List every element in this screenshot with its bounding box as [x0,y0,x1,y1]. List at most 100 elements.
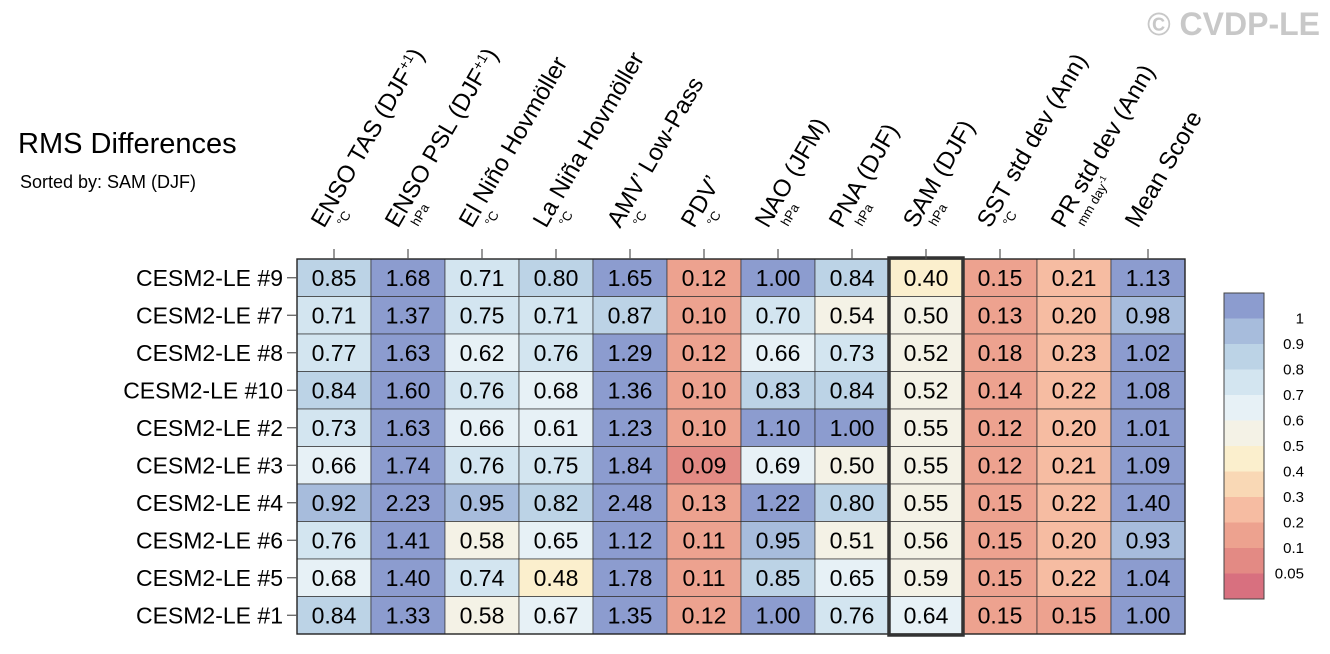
cell-value-label: 0.13 [682,490,727,516]
cell-value-label: 1.00 [756,265,801,291]
column-unit-label: °C [630,208,650,228]
cell-value-label: 0.80 [830,490,875,516]
colorbar-swatch [1224,471,1264,497]
heatmap-cell [814,521,890,560]
cell-value-label: 0.20 [1052,527,1097,553]
colorbar-tick-label: 0.9 [1283,336,1304,353]
heatmap-cell [1110,521,1186,560]
heatmap-cell [592,408,668,447]
cell-value-label: 0.83 [756,377,801,403]
cell-value-label: 0.84 [312,602,357,628]
row-label: CESM2-LE #6 [136,527,283,553]
heatmap-cell [296,558,372,597]
heatmap-cell [1036,408,1112,447]
cell-value-label: 0.67 [534,602,579,628]
cell-value-label: 0.76 [460,377,505,403]
cell-value-label: 0.61 [534,415,579,441]
cell-value-label: 0.14 [978,377,1023,403]
row-label: CESM2-LE #8 [136,340,283,366]
cell-value-label: 1.33 [386,602,431,628]
heatmap-cell [444,333,520,372]
colorbar-swatch [1224,293,1264,319]
heatmap-cell [1036,558,1112,597]
row-label: CESM2-LE #7 [136,302,283,328]
column-unit-label: °C [482,208,502,228]
cell-value-label: 0.84 [312,377,357,403]
cell-value-label: 0.75 [534,452,579,478]
heatmap-cell [666,596,742,635]
cell-value-label: 0.21 [1052,265,1097,291]
heatmap-cell [1036,296,1112,335]
cell-value-label: 1.63 [386,340,431,366]
colorbar-swatch [1224,548,1264,574]
cell-value-label: 0.56 [904,527,949,553]
cell-value-label: 0.70 [756,302,801,328]
heatmap-cell [1036,371,1112,410]
heatmap-cell [444,483,520,522]
cell-value-label: 0.10 [682,377,727,403]
cell-value-label: 1.09 [1126,452,1171,478]
cell-value-label: 0.15 [978,265,1023,291]
heatmap-cell [592,446,668,485]
cell-value-label: 0.20 [1052,302,1097,328]
cell-value-label: 0.76 [830,602,875,628]
cell-value-label: 0.76 [460,452,505,478]
heatmap-cell [962,446,1038,485]
heatmap-cell [370,371,446,410]
cell-value-label: 0.54 [830,302,875,328]
row-label: CESM2-LE #5 [136,565,283,591]
cell-value-label: 0.22 [1052,377,1097,403]
heatmap-cell [1036,521,1112,560]
heatmap-cell [814,408,890,447]
heatmap-cell [444,596,520,635]
cell-value-label: 1.41 [386,527,431,553]
row-label: CESM2-LE #9 [136,265,283,291]
cell-value-label: 1.01 [1126,415,1171,441]
cell-value-label: 1.78 [608,565,653,591]
heatmap-cell [444,371,520,410]
heatmap-cell [518,521,594,560]
heatmap-cell [1110,408,1186,447]
heatmap-cell [740,296,816,335]
heatmap-cell [666,408,742,447]
heatmap-cell [666,333,742,372]
heatmap-cell [296,446,372,485]
cell-value-label: 1.40 [1126,490,1171,516]
cell-value-label: 0.95 [460,490,505,516]
heatmap-cell [370,258,446,297]
heatmap-border [296,258,1186,635]
cell-value-label: 0.92 [312,490,357,516]
cell-value-label: 0.62 [460,340,505,366]
cell-value-label: 0.71 [534,302,579,328]
row-label: CESM2-LE #2 [136,415,283,441]
cell-value-label: 1.00 [1126,602,1171,628]
cell-value-label: 0.55 [904,415,949,441]
cell-value-label: 0.64 [904,602,949,628]
cell-value-label: 1.35 [608,602,653,628]
cell-value-label: 1.29 [608,340,653,366]
cell-value-label: 0.85 [756,565,801,591]
cell-value-label: 0.69 [756,452,801,478]
chart-subtitle: Sorted by: SAM (DJF) [20,172,197,192]
cell-value-label: 1.23 [608,415,653,441]
cell-value-label: 1.13 [1126,265,1171,291]
heatmap-cell [962,596,1038,635]
cell-value-label: 0.20 [1052,415,1097,441]
heatmap-cell [740,446,816,485]
cell-value-label: 0.82 [534,490,579,516]
heatmap-cell [888,296,964,335]
cell-value-label: 0.73 [312,415,357,441]
heatmap-cell [518,408,594,447]
cell-value-label: 0.15 [1052,602,1097,628]
row-label: CESM2-LE #3 [136,452,283,478]
column-label: Mean Score [1120,106,1208,232]
cell-value-label: 0.15 [978,565,1023,591]
cell-value-label: 1.36 [608,377,653,403]
cell-value-label: 0.13 [978,302,1023,328]
cell-value-label: 2.48 [608,490,653,516]
cell-value-label: 1.10 [756,415,801,441]
cell-value-label: 1.63 [386,415,431,441]
cell-value-label: 0.84 [830,377,875,403]
cell-value-label: 1.12 [608,527,653,553]
cell-value-label: 0.93 [1126,527,1171,553]
